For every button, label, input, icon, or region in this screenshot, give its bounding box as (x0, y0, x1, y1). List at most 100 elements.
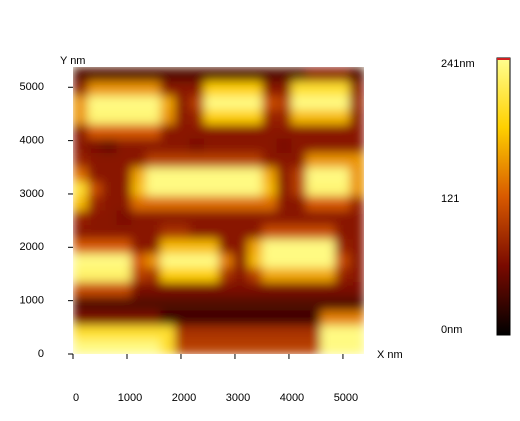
cell (116, 138, 132, 154)
cell (131, 296, 147, 312)
cell (116, 239, 132, 255)
cell (131, 267, 147, 283)
cell (174, 124, 190, 140)
cell (145, 81, 161, 97)
cell (218, 67, 234, 82)
cell (73, 138, 89, 154)
cell (334, 267, 351, 283)
cell (174, 67, 190, 82)
cell (233, 95, 249, 111)
cell (262, 95, 278, 111)
cell (102, 67, 118, 82)
cell (233, 210, 249, 226)
cell (291, 296, 307, 312)
cell (73, 339, 89, 354)
cell (247, 253, 263, 269)
cell (349, 110, 364, 125)
cell (87, 138, 103, 154)
cell (305, 81, 321, 97)
cell (276, 339, 292, 354)
cell (320, 67, 336, 82)
cell (102, 181, 118, 197)
cell (203, 124, 220, 140)
cell (262, 167, 278, 183)
cell (189, 196, 205, 212)
cell (87, 253, 103, 269)
cell (262, 110, 278, 125)
cell (203, 181, 220, 197)
cell (189, 210, 205, 226)
cell (174, 81, 190, 97)
cell (334, 181, 351, 197)
cell (87, 282, 103, 298)
cell (145, 224, 161, 240)
cell (305, 224, 321, 240)
cell (305, 325, 321, 341)
cell (131, 310, 147, 326)
cell (305, 110, 321, 125)
cell (145, 310, 161, 326)
colorbar (496, 57, 511, 336)
cell (87, 224, 103, 240)
cell (174, 210, 190, 226)
cell (102, 267, 118, 283)
cell (145, 67, 161, 82)
cell (102, 310, 118, 326)
cell (102, 253, 118, 269)
cell (145, 153, 161, 169)
cell (247, 239, 263, 255)
cell (87, 296, 103, 312)
cell (218, 110, 234, 125)
cell (320, 124, 336, 140)
cell (291, 167, 307, 183)
cell (262, 339, 278, 354)
cell (218, 224, 234, 240)
cell (262, 282, 278, 298)
cell (87, 339, 103, 354)
cell (160, 110, 176, 125)
cell (189, 282, 205, 298)
cell (87, 67, 103, 82)
cell (305, 67, 321, 82)
cell (247, 210, 263, 226)
x-axis-label: X nm (377, 349, 403, 361)
cell (334, 67, 351, 82)
cell (233, 81, 249, 97)
y-tick-label: 3000 (20, 188, 44, 200)
cell (320, 95, 336, 111)
cell (145, 253, 161, 269)
cell (334, 325, 351, 341)
cell (73, 282, 89, 298)
cell (349, 124, 364, 140)
cell (160, 124, 176, 140)
cell (262, 224, 278, 240)
cell (218, 81, 234, 97)
cell (145, 325, 161, 341)
colorbar-label: 241nm (441, 58, 475, 70)
cell (116, 124, 132, 140)
cell (218, 181, 234, 197)
cell (276, 181, 292, 197)
cell (131, 167, 147, 183)
cell (116, 253, 132, 269)
cell (102, 239, 118, 255)
cell (276, 110, 292, 125)
cell (160, 339, 176, 354)
cell (349, 239, 364, 255)
cell (349, 310, 364, 326)
cell (247, 153, 263, 169)
cell (102, 167, 118, 183)
cell (305, 138, 321, 154)
cell (87, 181, 103, 197)
cell (276, 81, 292, 97)
cell (189, 239, 205, 255)
cell (203, 110, 220, 125)
cell (349, 95, 364, 111)
cell (334, 224, 351, 240)
cell (233, 267, 249, 283)
cell (160, 253, 176, 269)
cell (291, 210, 307, 226)
cell (334, 110, 351, 125)
